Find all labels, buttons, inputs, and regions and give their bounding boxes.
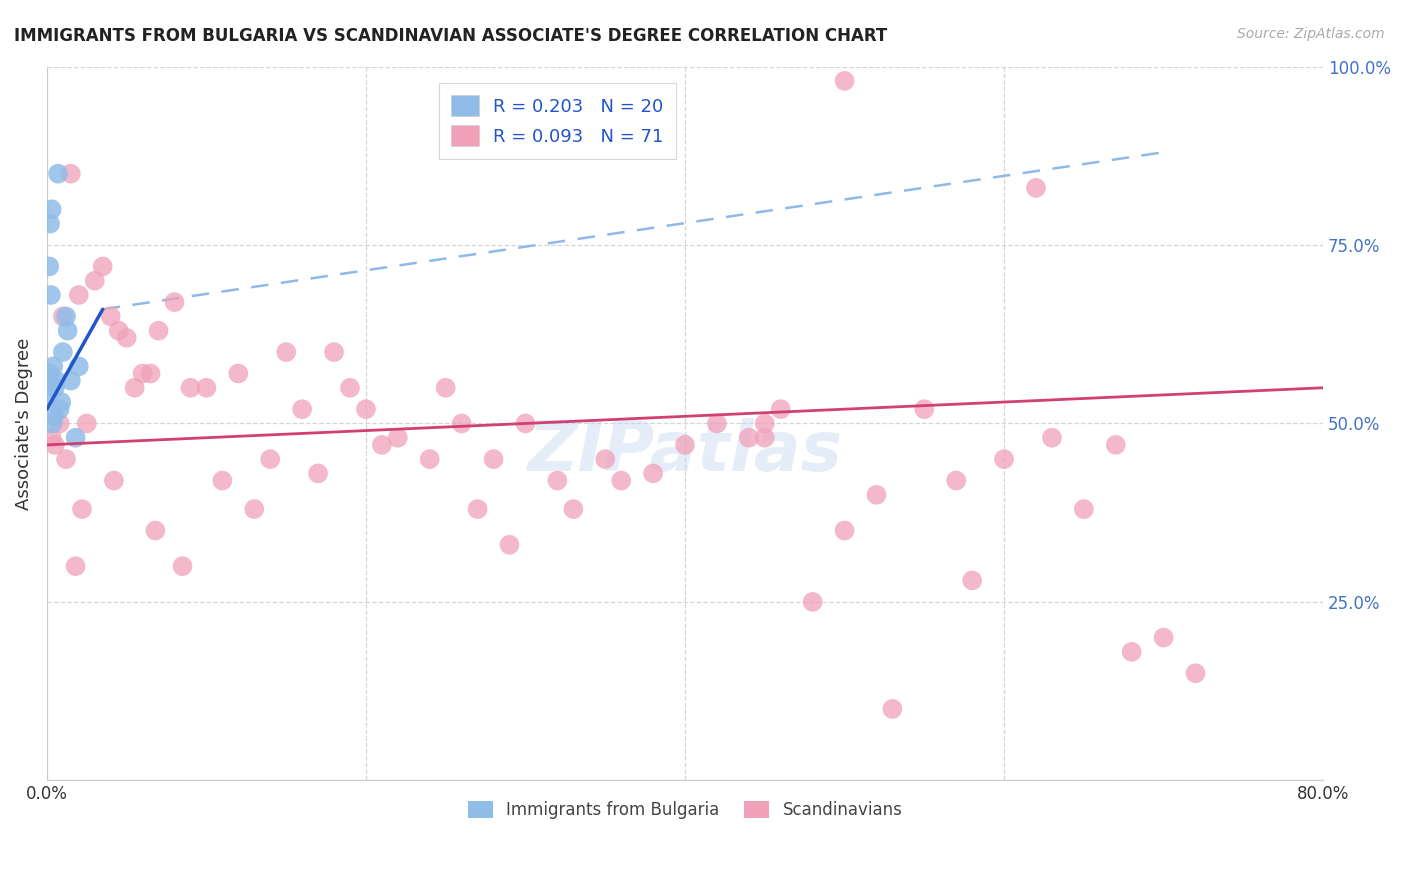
Y-axis label: Associate's Degree: Associate's Degree	[15, 337, 32, 509]
Point	[115, 331, 138, 345]
Point	[51, 395, 73, 409]
Point	[323, 345, 346, 359]
Point	[1121, 645, 1143, 659]
Point	[91, 260, 114, 274]
Point	[865, 488, 887, 502]
Point	[65, 559, 87, 574]
Point	[291, 402, 314, 417]
Point	[42, 409, 65, 424]
Point	[673, 438, 696, 452]
Point	[38, 260, 60, 274]
Point	[1184, 666, 1206, 681]
Point	[276, 345, 298, 359]
Point	[103, 474, 125, 488]
Point	[42, 359, 65, 374]
Point	[467, 502, 489, 516]
Point	[706, 417, 728, 431]
Point	[100, 310, 122, 324]
Point	[211, 474, 233, 488]
Point	[371, 438, 394, 452]
Point	[801, 595, 824, 609]
Point	[307, 467, 329, 481]
Text: IMMIGRANTS FROM BULGARIA VS SCANDINAVIAN ASSOCIATE'S DEGREE CORRELATION CHART: IMMIGRANTS FROM BULGARIA VS SCANDINAVIAN…	[14, 27, 887, 45]
Text: Source: ZipAtlas.com: Source: ZipAtlas.com	[1237, 27, 1385, 41]
Point	[387, 431, 409, 445]
Point	[59, 167, 82, 181]
Point	[67, 288, 90, 302]
Point	[65, 431, 87, 445]
Point	[228, 367, 250, 381]
Point	[41, 417, 63, 431]
Point	[259, 452, 281, 467]
Point	[562, 502, 585, 516]
Point	[945, 474, 967, 488]
Point	[38, 367, 60, 381]
Point	[131, 367, 153, 381]
Point	[41, 202, 63, 217]
Point	[83, 274, 105, 288]
Point	[124, 381, 146, 395]
Point	[1153, 631, 1175, 645]
Point	[179, 381, 201, 395]
Point	[434, 381, 457, 395]
Point	[67, 359, 90, 374]
Point	[993, 452, 1015, 467]
Point	[107, 324, 129, 338]
Point	[55, 310, 77, 324]
Point	[139, 367, 162, 381]
Point	[1040, 431, 1063, 445]
Point	[44, 438, 66, 452]
Point	[39, 288, 62, 302]
Point	[52, 345, 75, 359]
Point	[37, 388, 59, 402]
Point	[56, 324, 79, 338]
Point	[1073, 502, 1095, 516]
Point	[76, 417, 98, 431]
Point	[163, 295, 186, 310]
Point	[498, 538, 520, 552]
Point	[1105, 438, 1128, 452]
Point	[912, 402, 935, 417]
Point	[593, 452, 616, 467]
Point	[39, 217, 62, 231]
Point	[610, 474, 633, 488]
Point	[41, 431, 63, 445]
Point	[46, 167, 69, 181]
Point	[960, 574, 983, 588]
Point	[769, 402, 792, 417]
Point	[515, 417, 537, 431]
Point	[1025, 181, 1047, 195]
Text: ZIPatlas: ZIPatlas	[527, 418, 842, 485]
Point	[834, 524, 856, 538]
Point	[145, 524, 167, 538]
Point	[59, 374, 82, 388]
Point	[834, 74, 856, 88]
Point	[48, 417, 70, 431]
Point	[882, 702, 904, 716]
Point	[754, 431, 776, 445]
Point	[754, 417, 776, 431]
Point	[546, 474, 568, 488]
Point	[195, 381, 218, 395]
Point	[52, 310, 75, 324]
Point	[148, 324, 170, 338]
Point	[354, 402, 377, 417]
Point	[45, 374, 67, 388]
Legend: Immigrants from Bulgaria, Scandinavians: Immigrants from Bulgaria, Scandinavians	[461, 794, 910, 825]
Point	[482, 452, 505, 467]
Point	[339, 381, 361, 395]
Point	[44, 381, 66, 395]
Point	[70, 502, 93, 516]
Point	[243, 502, 266, 516]
Point	[55, 452, 77, 467]
Point	[738, 431, 761, 445]
Point	[419, 452, 441, 467]
Point	[450, 417, 472, 431]
Point	[172, 559, 194, 574]
Point	[48, 402, 70, 417]
Point	[643, 467, 665, 481]
